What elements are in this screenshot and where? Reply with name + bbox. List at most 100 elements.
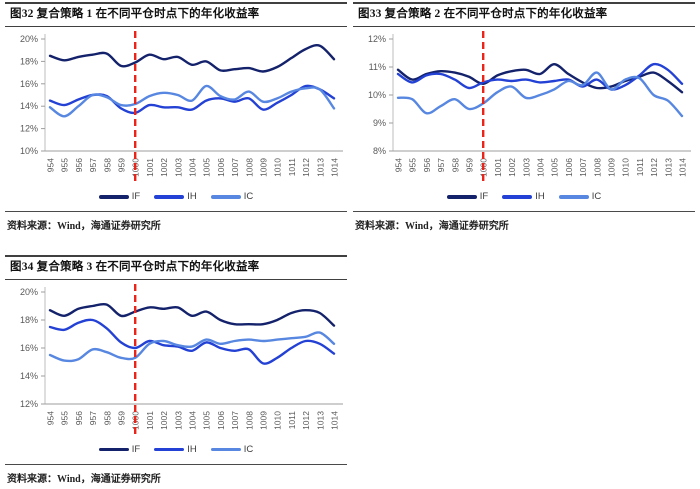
- legend-item-ic: IC: [558, 191, 602, 203]
- x-tick-label: 1006: [564, 158, 574, 177]
- legend-swatch-ih: [502, 195, 533, 199]
- x-tick-label: 1011: [287, 410, 297, 429]
- x-tick-label: 1005: [202, 158, 212, 177]
- source-note: 资料来源：Wind，海通证券研究所: [353, 210, 695, 234]
- x-tick-label: 958: [450, 158, 460, 172]
- x-tick-label: 1011: [287, 158, 297, 177]
- chart-title: 图33 复合策略 2 在不同平仓时点下的年化收益率: [353, 2, 695, 27]
- x-tick-label: 1008: [592, 158, 602, 177]
- y-tick-label: 9%: [373, 118, 386, 128]
- legend-label-ih: IH: [187, 191, 197, 203]
- x-tick-label: 1007: [578, 158, 588, 177]
- x-tick-label: 1004: [536, 158, 546, 177]
- y-tick-label: 10%: [20, 146, 38, 156]
- x-tick-label: 1004: [188, 410, 198, 429]
- y-tick-label: 18%: [20, 315, 38, 325]
- legend-swatch-ih: [154, 195, 185, 199]
- y-tick-label: 16%: [20, 343, 38, 353]
- series-line-IC: [396, 71, 684, 117]
- source-note: 资料来源：Wind，海通证券研究所: [5, 210, 347, 234]
- y-tick-label: 18%: [20, 56, 38, 66]
- legend-label-ih: IH: [187, 444, 197, 456]
- x-tick-label: 1013: [315, 410, 325, 429]
- series-line-IH: [396, 62, 684, 91]
- legend-item-if: IF: [98, 191, 140, 202]
- x-tick-label: 954: [46, 410, 56, 424]
- x-tick-label: 1012: [649, 158, 659, 177]
- legend-item-ih: IH: [502, 191, 545, 202]
- x-tick-label: 1005: [550, 158, 560, 177]
- legend-swatch-ic: [210, 447, 241, 452]
- y-tick-label: 16%: [20, 79, 38, 89]
- empty-quadrant: [353, 255, 695, 487]
- x-tick-label: 954: [46, 158, 56, 172]
- x-tick-label: 955: [60, 410, 70, 424]
- x-tick-label: 1006: [216, 158, 226, 177]
- y-tick-label: 11%: [369, 62, 386, 72]
- legend-label-ic: IC: [591, 191, 602, 203]
- x-tick-label: 958: [102, 158, 112, 172]
- legend-swatch-ic: [210, 195, 241, 199]
- series-line-IH: [48, 318, 336, 365]
- y-tick-label: 20%: [20, 287, 38, 297]
- x-tick-label: 1012: [301, 410, 311, 429]
- legend-item-ih: IH: [154, 191, 197, 202]
- legend-label-ic: IC: [243, 191, 254, 203]
- figures-grid: 图32 复合策略 1 在不同平仓时点下的年化收益率 10% 12% 14% 16% 18…: [5, 2, 695, 487]
- x-tick-label: 955: [60, 158, 70, 172]
- line-chart-strategy-3: 12%14%16%18%20%9549559569579589591000100…: [20, 283, 343, 434]
- series-line-IC: [48, 330, 336, 362]
- legend-swatch-if: [446, 195, 477, 199]
- x-tick-label: 1002: [507, 158, 517, 177]
- x-tick-label: 956: [74, 410, 84, 424]
- x-tick-label: 959: [117, 158, 127, 172]
- x-tick-label: 1005: [202, 410, 212, 429]
- y-tick-label: 14%: [20, 101, 38, 111]
- x-tick-label: 1013: [663, 158, 673, 177]
- x-tick-label: 1007: [230, 158, 240, 177]
- y-tick-label: 12%: [20, 399, 38, 409]
- figure-strategy-2: 图33 复合策略 2 在不同平仓时点下的年化收益率 8% 9% 10% 11% 12% 9…: [353, 2, 695, 234]
- legend-swatch-ic: [558, 195, 589, 199]
- x-tick-label: 1010: [621, 158, 631, 177]
- x-tick-label: 1014: [330, 158, 340, 177]
- x-tick-label: 1009: [259, 410, 269, 429]
- y-tick-label: 14%: [20, 371, 38, 381]
- x-tick-label: 1013: [315, 158, 325, 177]
- legend-item-ih: IH: [154, 444, 197, 455]
- legend-swatch-if: [98, 195, 129, 199]
- x-tick-label: 1009: [607, 158, 617, 177]
- x-tick-label: 957: [88, 158, 98, 172]
- line-chart-strategy-1: 10%12%14%16%18%20%9549559569579589591000…: [20, 30, 343, 181]
- x-tick-label: 1003: [173, 410, 183, 429]
- x-tick-label: 956: [422, 158, 432, 172]
- x-tick-label: 1008: [244, 410, 254, 429]
- x-tick-label: 958: [102, 410, 112, 424]
- chart-legend: IF IH IC: [5, 190, 347, 204]
- x-tick-label: 1006: [216, 410, 226, 429]
- y-tick-label: 12%: [368, 34, 386, 44]
- series-line-IF: [48, 43, 336, 73]
- x-tick-label: 1014: [678, 158, 688, 177]
- x-tick-label: 1002: [159, 158, 169, 177]
- line-chart-strategy-2: 8%9%10%11%12%954955956957958959100010011…: [368, 30, 691, 181]
- x-tick-label: 1002: [159, 410, 169, 429]
- legend-item-if: IF: [446, 191, 489, 203]
- x-tick-label: 957: [88, 410, 98, 424]
- x-tick-label: 1001: [493, 158, 503, 177]
- legend-item-ic: IC: [210, 191, 254, 203]
- legend-label-ih: IH: [535, 191, 545, 203]
- x-tick-label: 955: [408, 158, 418, 172]
- legend-label-if: IF: [479, 191, 489, 203]
- x-tick-label: 1009: [259, 158, 269, 177]
- x-tick-label: 1001: [145, 158, 155, 177]
- x-tick-label: 1014: [330, 410, 340, 429]
- legend-item-ic: IC: [210, 444, 253, 455]
- chart-legend: IF IH IC: [353, 190, 695, 204]
- chart-legend: IF IH IC: [5, 443, 347, 457]
- x-tick-label: 1007: [230, 410, 240, 429]
- x-tick-label: 956: [74, 158, 84, 172]
- x-tick-label: 1001: [145, 410, 155, 429]
